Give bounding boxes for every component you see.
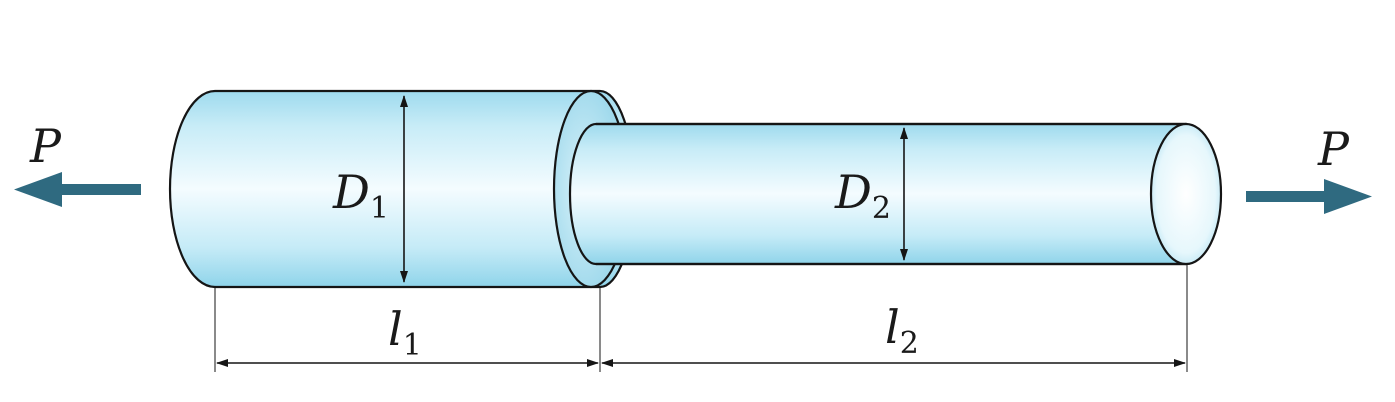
force-label-left: P (29, 119, 62, 173)
length-2-label-sub: 2 (900, 326, 919, 361)
small-cylinder (568, 122, 1188, 266)
diameter-1-label-sub: 1 (370, 191, 389, 226)
length-2-label: l2 (885, 300, 919, 361)
diameter-1-label: D1 (332, 165, 389, 226)
left-force-arrow (14, 172, 141, 207)
diameter-2-label-sub: 2 (872, 191, 891, 226)
small-cylinder-end-face (1149, 122, 1223, 266)
right-force-arrow (1246, 179, 1372, 214)
diameter-1-label-main: D (332, 165, 370, 219)
length-1-label-main: l (388, 302, 403, 356)
length-1-label: l1 (388, 302, 422, 363)
diameter-2-label-main: D (834, 165, 872, 219)
length-1-label-sub: 1 (403, 328, 422, 363)
length-2-label-main: l (885, 300, 900, 354)
diameter-2-label: D2 (834, 165, 891, 226)
force-label-right: P (1317, 122, 1350, 176)
